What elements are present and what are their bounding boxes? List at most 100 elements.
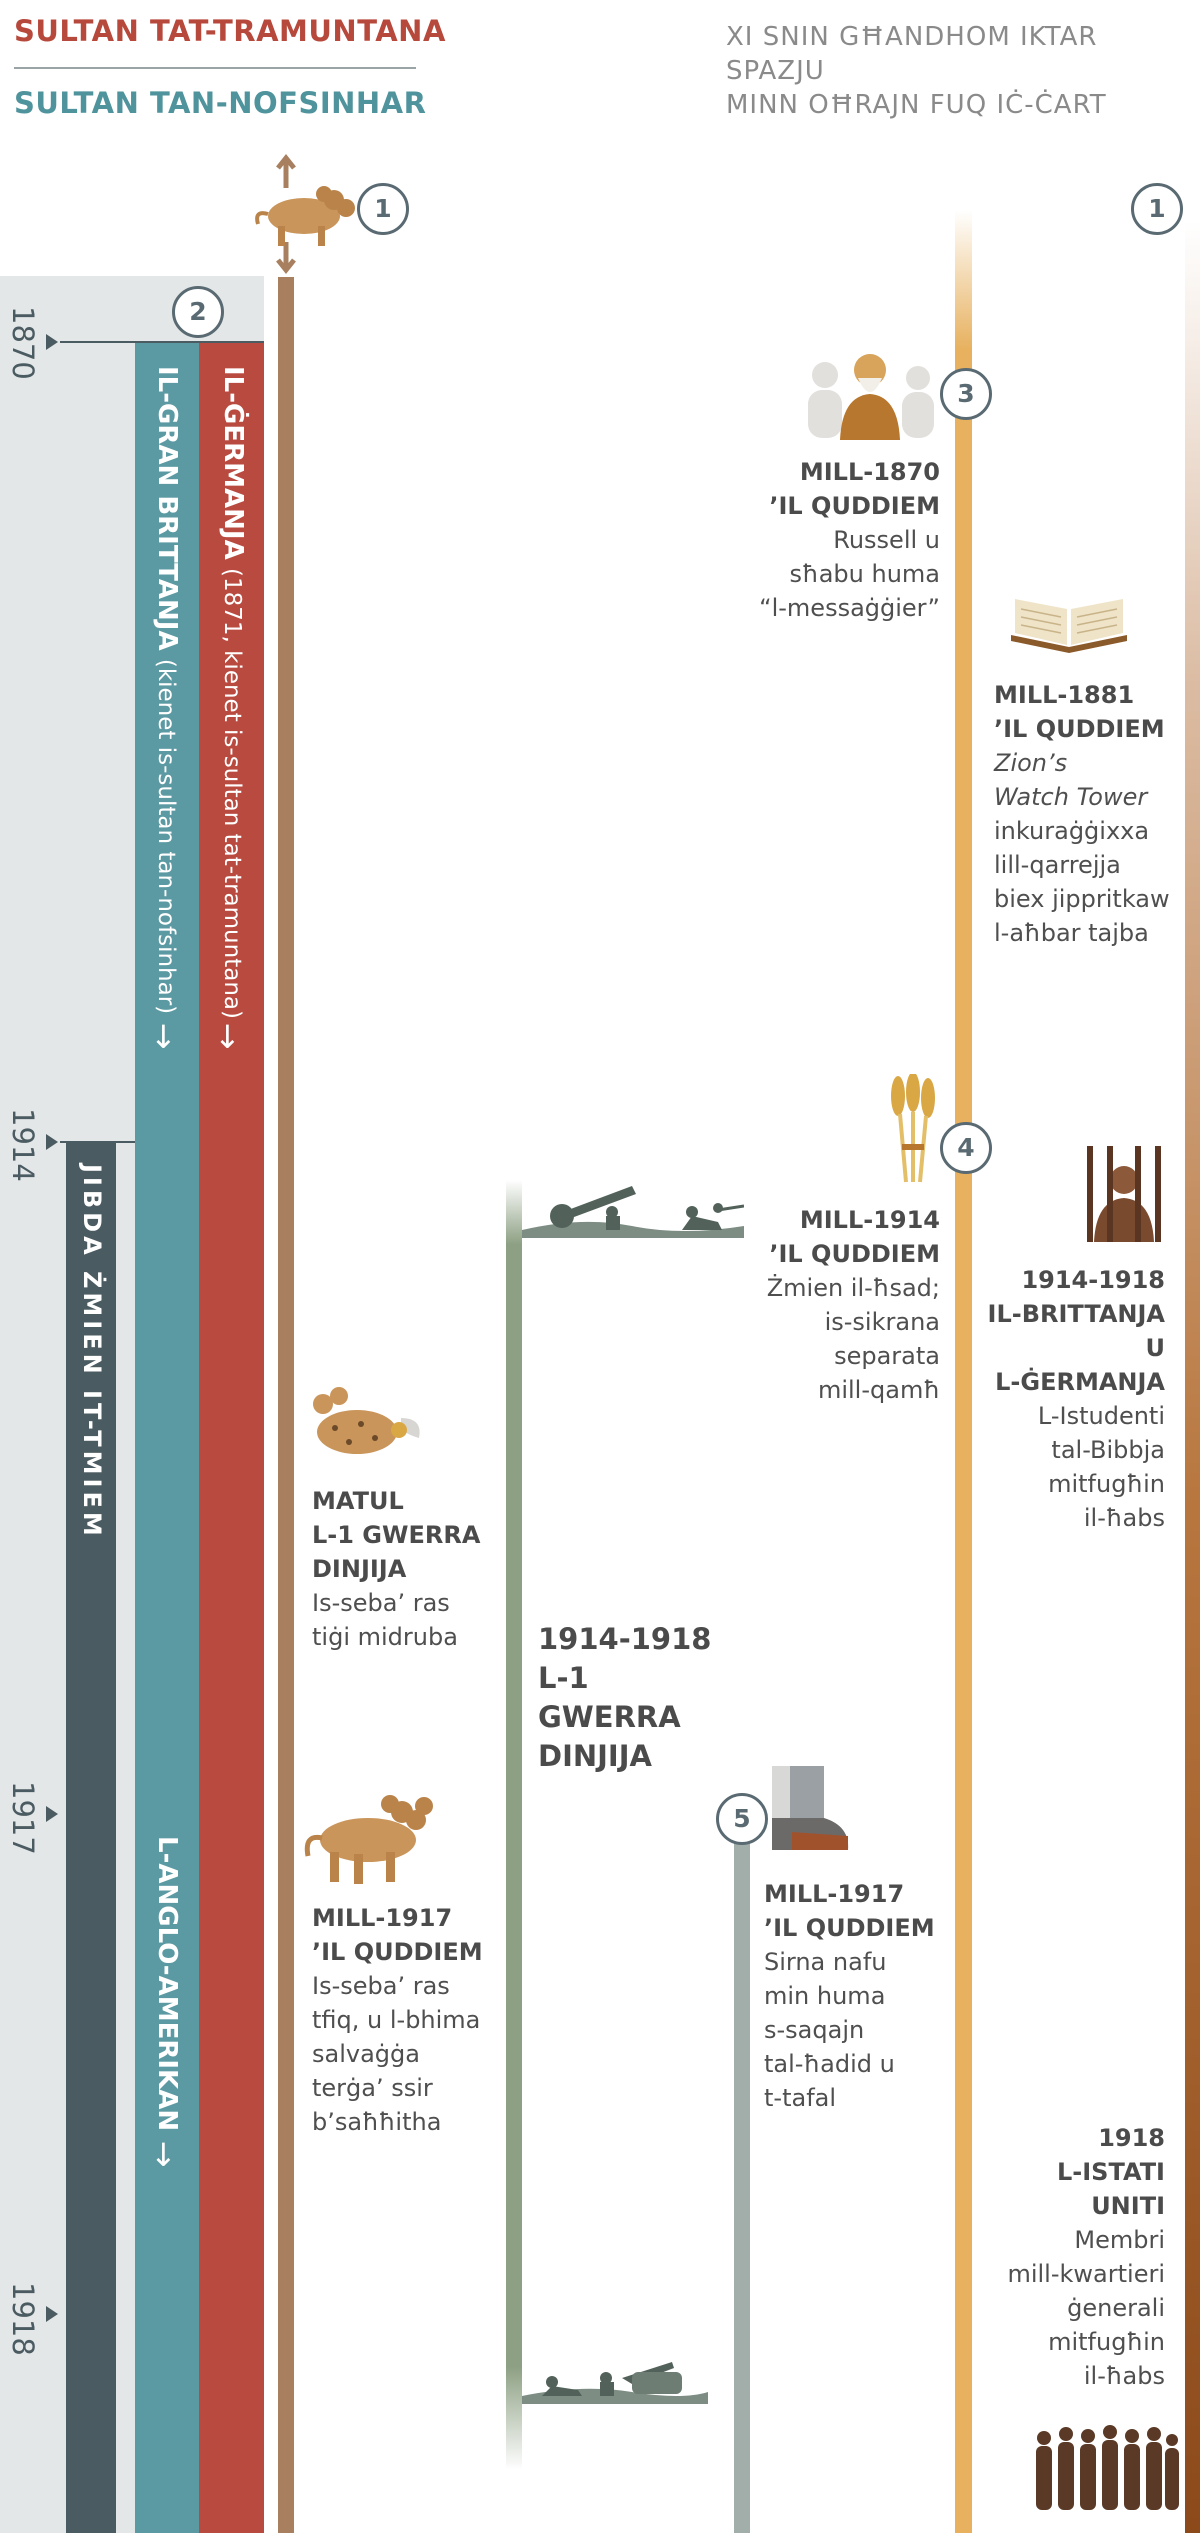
event-1918-title3: UNITI <box>1091 2192 1165 2220</box>
tick-line-1914 <box>60 1141 135 1143</box>
event-1917-beast-title2: ’IL QUDDIEM <box>312 1938 483 1966</box>
king-north-heading: SULTAN TAT-TRAMUNTANA <box>14 14 446 48</box>
event-1918-line: mitfugħin <box>1048 2328 1165 2356</box>
event-1917-beast: MILL-1917 ’IL QUDDIEM Is-seba’ ras tfiq,… <box>312 1901 512 2139</box>
time-of-end-label: JIBDA ŻMIEN IT-TMIEM <box>78 1164 106 1540</box>
event-1914-1918-prison: 1914-1918 IL-BRITTANJA U L-ĠERMANJA L-Is… <box>980 1263 1165 1535</box>
year-marker-1914 <box>46 1134 58 1150</box>
event-1918-line: Membri <box>1074 2226 1165 2254</box>
bearded-man-icon <box>808 354 934 440</box>
event-1917-beast-line: tfiq, u l-bhima <box>312 2006 481 2034</box>
event-1917-feet-line: t-tafal <box>764 2084 837 2112</box>
event-1881-title1: MILL-1881 <box>994 681 1135 709</box>
event-1881-line: lill-qarrejja <box>994 851 1121 879</box>
event-1870-title2: ’IL QUDDIEM <box>769 492 940 520</box>
britain-note: (kienet is-sultan tan-nofsinhar) <box>153 658 179 1015</box>
germany-label: IL-ĠERMANJA (1871, kienet is-sultan tat-… <box>218 366 248 1019</box>
event-1918-line: mill-kwartieri <box>1007 2260 1165 2288</box>
event-1918-title1: 1918 <box>1098 2124 1165 2152</box>
group-of-men-icon <box>1036 2425 1179 2510</box>
prisoner-icon <box>1087 1146 1161 1242</box>
event-1870-title1: MILL-1870 <box>799 458 940 486</box>
subtitle-line-2: MINN OĦRAJN FUQ IĊ-ĊART <box>726 90 1107 120</box>
soldiers-bottom-icon <box>522 2362 708 2404</box>
world-war-line <box>506 1180 522 2470</box>
tick-line-1870 <box>60 341 264 343</box>
event-1917-beast-title1: MILL-1917 <box>312 1904 453 1932</box>
event-1914-line: Żmien il-ħsad; <box>766 1274 940 1302</box>
event-1917-feet-title1: MILL-1917 <box>764 1880 905 1908</box>
event-1870-line: “l-messaġġier” <box>759 594 940 622</box>
event-1914: MILL-1914 ’IL QUDDIEM Żmien il-ħsad; is-… <box>700 1203 940 1407</box>
event-1917-beast-line: b’saħħitha <box>312 2108 442 2136</box>
event-1917-feet-title2: ’IL QUDDIEM <box>764 1914 935 1942</box>
event-1918-title2: L-ISTATI <box>1057 2158 1165 2186</box>
iron-clay-feet-icon <box>772 1766 849 1850</box>
beast-icon <box>255 153 355 275</box>
event-prison-title3: U <box>1145 1334 1166 1362</box>
event-1918-line: ġenerali <box>1067 2294 1165 2322</box>
britain-label: IL-GRAN BRITTANJA (kienet is-sultan tan-… <box>152 366 182 1014</box>
event-1881-title2: ’IL QUDDIEM <box>994 715 1165 743</box>
event-1917-feet-line: tal-ħadid u <box>764 2050 895 2078</box>
event-1917-beast-line: terġa’ ssir <box>312 2074 433 2102</box>
kingdom-timeline-line <box>955 210 972 2533</box>
event-1918-line: il-ħabs <box>1083 2362 1165 2390</box>
beast-timeline-line <box>278 277 294 2533</box>
year-marker-1917 <box>46 1806 58 1822</box>
time-of-end-bar <box>66 1141 116 2533</box>
marker-1-left: 1 <box>357 183 409 235</box>
germany-note: (1871, kienet is-sultan tat-tramuntana) <box>219 567 245 1019</box>
event-wwi-beast-title3: DINJIJA <box>312 1555 407 1583</box>
feet-timeline-line <box>734 1830 750 2533</box>
year-marker-1918 <box>46 2306 58 2322</box>
event-1914-line: mill-qamħ <box>817 1376 940 1404</box>
marker-3: 3 <box>940 368 992 420</box>
event-1881: MILL-1881 ’IL QUDDIEM Zion’s Watch Tower… <box>994 678 1199 950</box>
event-1881-line: biex jippritkaw <box>994 885 1170 913</box>
event-wwi: 1914-1918 L-1 GWERRA DINJIJA <box>538 1620 738 1776</box>
beast-1917-icon <box>304 1795 433 1884</box>
event-1917-feet-line: min huma <box>764 1982 886 2010</box>
king-south-heading: SULTAN TAN-NOFSINHAR <box>14 86 427 120</box>
event-1870: MILL-1870 ’IL QUDDIEM Russell u sħabu hu… <box>700 455 940 625</box>
event-prison-line: mitfugħin <box>1048 1470 1165 1498</box>
event-1917-beast-line: Is-seba’ ras <box>312 1972 450 2000</box>
germany-title: IL-ĠERMANJA <box>218 366 248 560</box>
subtitle-line-1: XI SNIN GĦANDHOM IKTAR SPAZJU <box>726 22 1098 86</box>
event-1918: 1918 L-ISTATI UNITI Membri mill-kwartier… <box>980 2121 1165 2393</box>
event-wwi-beast-line: tiġi midruba <box>312 1623 458 1651</box>
event-1914-line: is-sikrana <box>824 1308 940 1336</box>
event-wwi-beast-title2: L-1 GWERRA <box>312 1521 481 1549</box>
event-1917-feet-line: Sirna nafu <box>764 1948 887 1976</box>
event-wwi-beast-line: Is-seba’ ras <box>312 1589 450 1617</box>
event-prison-title4: L-ĠERMANJA <box>995 1368 1165 1396</box>
event-1881-line: l-aħbar tajba <box>994 919 1149 947</box>
event-prison-title2: IL-BRITTANJA <box>987 1300 1165 1328</box>
britain-title: IL-GRAN BRITTANJA <box>152 366 182 651</box>
event-1881-italic: Watch Tower <box>994 783 1148 811</box>
subtitle: XI SNIN GĦANDHOM IKTAR SPAZJU MINN OĦRAJ… <box>726 20 1196 122</box>
germany-arrow-icon: ↓ <box>214 1018 241 1056</box>
event-1917-beast-line: salvaġġa <box>312 2040 420 2068</box>
soldiers-icon <box>522 1186 744 1238</box>
right-timeline-line <box>1185 220 1200 2533</box>
event-1914-title1: MILL-1914 <box>799 1206 940 1234</box>
anglo-american-arrow-icon: ↓ <box>150 2136 177 2174</box>
marker-4: 4 <box>940 1122 992 1174</box>
event-wwi-title3: DINJIJA <box>538 1739 652 1773</box>
event-prison-line: L-Istudenti <box>1037 1402 1165 1430</box>
event-1881-line: inkuraġġixxa <box>994 817 1150 845</box>
germany-bar <box>199 341 264 2533</box>
year-1917: 1917 <box>6 1781 40 1855</box>
wounded-beast-icon <box>313 1387 420 1454</box>
marker-1-right: 1 <box>1131 183 1183 235</box>
event-wwi-beast: MATUL L-1 GWERRA DINJIJA Is-seba’ ras ti… <box>312 1484 512 1654</box>
anglo-american-label: L-ANGLO-AMERIKAN <box>152 1836 182 2132</box>
event-wwi-title1: 1914-1918 <box>538 1622 712 1656</box>
year-1918: 1918 <box>6 2282 40 2356</box>
event-1870-line: sħabu huma <box>789 560 940 588</box>
event-wwi-beast-title1: MATUL <box>312 1487 404 1515</box>
event-1881-italic: Zion’s <box>994 749 1068 777</box>
year-marker-1870 <box>46 334 58 350</box>
